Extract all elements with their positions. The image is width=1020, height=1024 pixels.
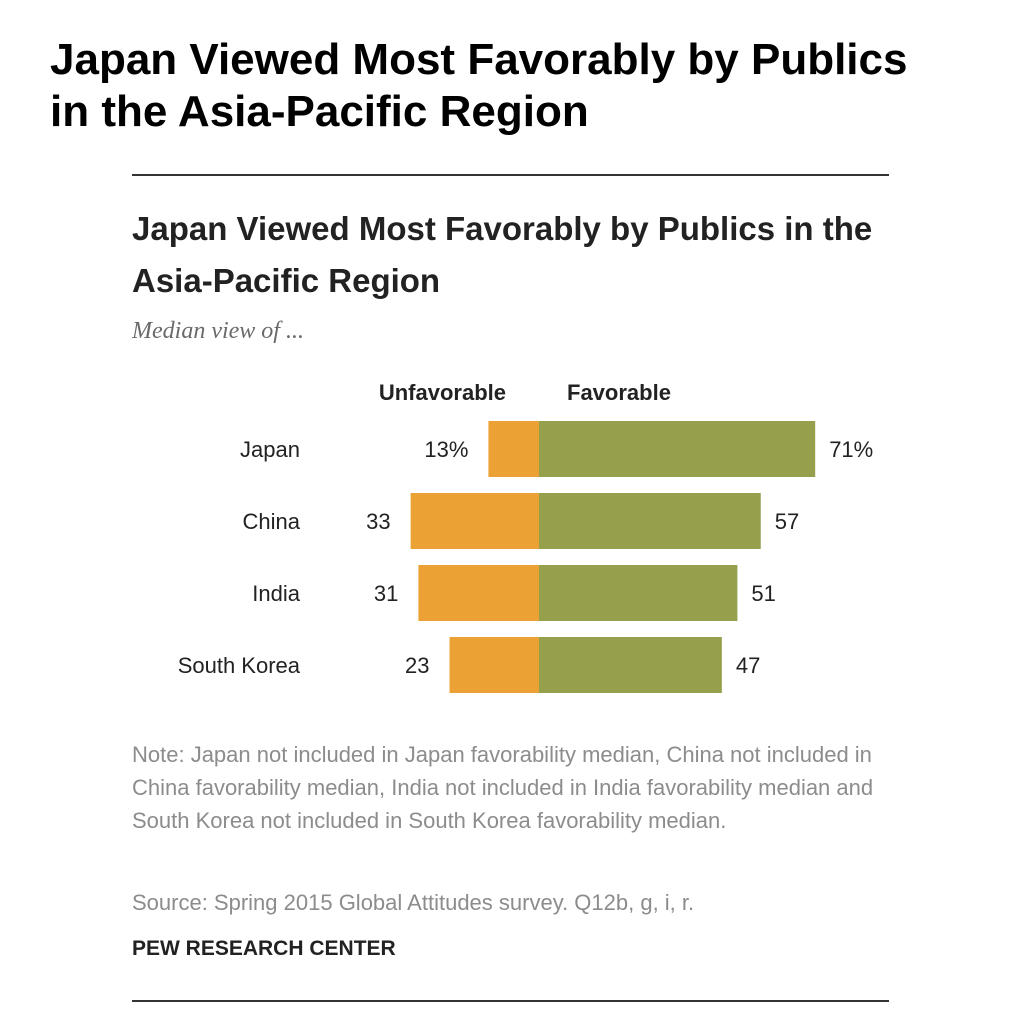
value-label-unfavorable-south-korea: 23 — [405, 653, 429, 678]
bar-favorable-south-korea — [539, 637, 722, 693]
category-label-china: China — [243, 509, 301, 534]
value-label-favorable-india: 51 — [751, 581, 775, 606]
top-divider — [132, 174, 889, 176]
bar-favorable-japan — [539, 421, 816, 477]
category-label-japan: Japan — [240, 437, 300, 462]
chart-title: Japan Viewed Most Favorably by Publics i… — [132, 210, 873, 299]
value-label-unfavorable-china: 33 — [366, 509, 390, 534]
outer-title: Japan Viewed Most Favorably by Publics i… — [50, 35, 908, 136]
value-label-favorable-japan: 71% — [829, 437, 873, 462]
category-label-india: India — [252, 581, 300, 606]
value-label-unfavorable-japan: 13% — [424, 437, 468, 462]
value-label-favorable-china: 57 — [775, 509, 799, 534]
value-label-favorable-south-korea: 47 — [736, 653, 760, 678]
bar-favorable-india — [539, 565, 738, 621]
bottom-divider — [132, 1000, 889, 1002]
chart-subtitle: Median view of ... — [132, 318, 304, 344]
publisher-credit: PEW RESEARCH CENTER — [132, 937, 396, 960]
bar-unfavorable-japan — [488, 421, 539, 477]
bar-chart: Unfavorable Favorable Japan 13% 71% China 33 57… — [178, 380, 873, 693]
bar-favorable-china — [539, 493, 761, 549]
bar-unfavorable-south-korea — [449, 637, 539, 693]
bar-unfavorable-china — [410, 493, 539, 549]
series-header-unfavorable: Unfavorable — [379, 380, 506, 405]
value-label-unfavorable-india: 31 — [374, 581, 398, 606]
series-header-favorable: Favorable — [567, 380, 671, 405]
chart-source: Source: Spring 2015 Global Attitudes sur… — [132, 890, 695, 915]
bar-unfavorable-india — [418, 565, 539, 621]
chart-note: Note: Japan not included in Japan favora… — [132, 742, 874, 833]
category-label-south-korea: South Korea — [178, 653, 301, 678]
